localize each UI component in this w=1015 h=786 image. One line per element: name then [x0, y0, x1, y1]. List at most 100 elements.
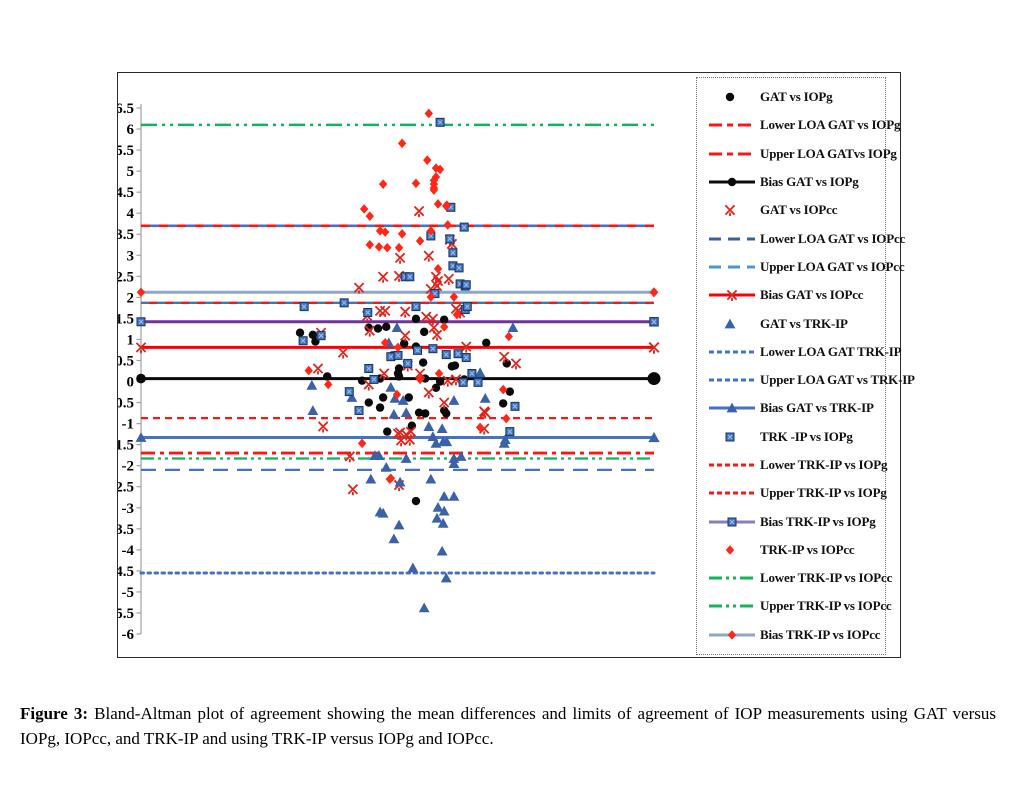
circle-marker: [364, 398, 373, 407]
diamond-marker: [431, 172, 441, 182]
square-marker: [413, 345, 423, 355]
legend-label: Upper LOA GAT vs TRK-IP: [760, 372, 915, 388]
triangle-marker: [436, 423, 448, 434]
circle-marker: [647, 372, 661, 386]
legend-item-17: Lower TRK-IP vs IOPcc: [707, 570, 892, 586]
circle-marker: [373, 324, 383, 333]
x-marker: [443, 273, 455, 285]
series-triangle: [306, 322, 519, 613]
diamond-marker: [504, 331, 514, 342]
legend-item-16: TRK-IP vs IOPcc: [707, 542, 883, 558]
triangle-marker: [393, 519, 405, 530]
circle-marker: [419, 327, 429, 337]
line-legend-icon: [709, 576, 755, 580]
circle-marker: [382, 322, 391, 332]
circle-marker: [308, 330, 318, 340]
y-tick-label: 1.5: [118, 311, 134, 327]
legend-item-9: Lower LOA GAT TRK-IP: [707, 344, 902, 360]
square-marker: [299, 302, 309, 312]
triangle-marker: [391, 322, 403, 333]
legend-label: Upper TRK-IP vs IOPg: [760, 485, 887, 501]
y-tick-label: -2.5: [118, 480, 134, 496]
circle-marker: [442, 409, 451, 418]
circle-marker: [450, 361, 460, 370]
triangle-marker: [306, 379, 318, 390]
circle-legend-icon: [709, 177, 755, 187]
legend-item-15: Bias TRK-IP vs IOPg: [707, 514, 883, 530]
line-legend-icon: [709, 237, 755, 241]
legend-item-6: Upper LOA GAT vs IOPcc: [707, 259, 905, 275]
diamond-marker: [443, 220, 452, 230]
x-marker: [400, 429, 412, 441]
triangle-marker: [441, 436, 453, 447]
diamond-marker: [424, 108, 433, 119]
legend-item-14: Upper TRK-IP vs IOPg: [707, 485, 887, 501]
circle-marker: [357, 376, 367, 385]
circle-marker: [482, 338, 491, 348]
x-marker: [479, 407, 491, 419]
y-tick-label: -4: [122, 543, 135, 559]
bland-altman-chart: 6.5 6 5.5 5 4.5 4 3.5 3 2.5 2 1.5 1 0.5 0 -0.5 -1 -1.5 -2…: [118, 101, 661, 643]
triangle-marker: [648, 431, 660, 443]
x-marker: [399, 330, 411, 342]
triangle-marker: [448, 490, 460, 501]
circle-marker: [375, 403, 385, 412]
legend-item-0: GAT vs IOPg: [707, 89, 883, 105]
triangle-marker: [400, 407, 412, 418]
legend-item-5: Lower LOA GAT vs IOPcc: [707, 231, 905, 247]
diamond-marker: [386, 473, 396, 484]
triangle-marker: [437, 517, 449, 528]
triangle-marker: [479, 392, 491, 403]
legend-label: Lower LOA GAT TRK-IP: [760, 343, 902, 359]
y-tick-label: 3.5: [118, 227, 134, 243]
triangle-marker: [438, 490, 450, 501]
legend-item-4: GAT vs IOPcc: [707, 202, 883, 218]
triangle-marker: [365, 473, 377, 484]
square-marker: [510, 401, 520, 411]
y-tick-label: 2: [127, 290, 135, 306]
legend-label: Bias TRK-IP vs IOPcc: [760, 626, 881, 642]
y-tick-label: -5.5: [118, 606, 134, 622]
y-tick-label: -1.5: [118, 438, 134, 454]
diamond-marker: [475, 422, 485, 433]
square-marker: [441, 350, 451, 360]
circle-marker: [295, 328, 305, 337]
triangle-marker: [394, 476, 406, 487]
series-square: [298, 117, 520, 437]
square-marker: [445, 234, 455, 244]
square-marker: [363, 308, 373, 318]
diamond-marker: [397, 229, 407, 239]
circle-marker: [435, 377, 445, 386]
diamond-marker: [383, 242, 392, 253]
triangle-legend-icon: [709, 403, 755, 413]
line-legend-icon: [709, 265, 755, 269]
figure-caption-label: Figure 3:: [20, 704, 89, 723]
circle-marker: [727, 177, 737, 187]
x-marker: [423, 250, 435, 262]
triangle-marker: [425, 473, 437, 484]
diamond-marker: [433, 199, 443, 209]
chart-frame: 6.5 6 5.5 5 4.5 4 3.5 3 2.5 2 1.5 1 0.5 0 -0.5 -1 -1.5 -2…: [117, 72, 915, 658]
line-legend-icon: [709, 491, 755, 495]
triangle-marker: [397, 395, 409, 405]
y-tick-label: 0.5: [118, 353, 134, 369]
diamond-marker: [415, 236, 425, 246]
square-marker: [454, 263, 464, 273]
triangle-marker: [307, 405, 319, 415]
circle-marker: [399, 339, 409, 348]
line-legend-icon: [709, 123, 755, 127]
legend-item-18: Upper TRK-IP vs IOPcc: [707, 598, 892, 614]
triangle-marker: [135, 432, 147, 442]
triangle-marker: [377, 507, 389, 518]
triangle-marker: [432, 501, 444, 512]
triangle-marker: [499, 434, 511, 444]
y-tick-label: -4.5: [118, 564, 134, 580]
x-marker: [394, 252, 406, 264]
x-marker: [420, 311, 432, 323]
legend-label: Upper LOA GAT vs IOPcc: [760, 258, 905, 274]
square-marker: [403, 358, 413, 368]
diamond-marker: [649, 287, 659, 298]
series-circle: [295, 314, 515, 506]
triangle-marker: [724, 318, 736, 328]
diamond-marker: [433, 263, 443, 274]
